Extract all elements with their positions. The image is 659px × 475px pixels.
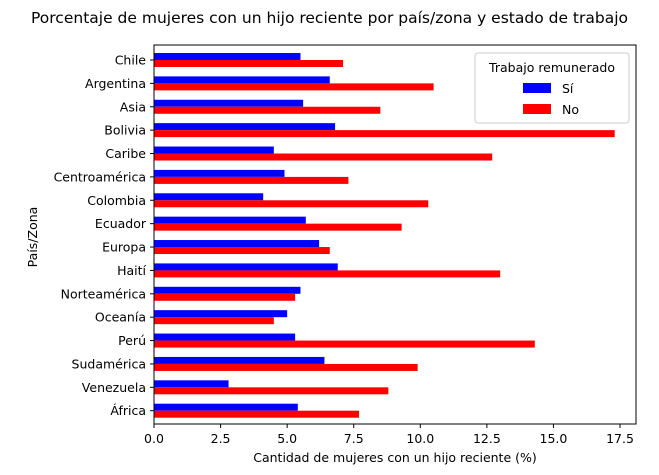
x-tick-label: 7.5 xyxy=(344,431,364,446)
bar-centroamerica-no xyxy=(154,176,349,184)
y-tick-label-asia: Asia xyxy=(120,99,146,114)
bar-caribe-no xyxy=(154,153,493,161)
x-tick-label: 5.0 xyxy=(277,431,297,446)
legend-swatch-no xyxy=(523,104,551,114)
legend-label-no: No xyxy=(562,102,579,117)
bar-bolivia-si xyxy=(154,123,336,131)
bar-chile-no xyxy=(154,60,344,67)
bar-bolivia-no xyxy=(154,130,615,138)
y-tick-label-ecuador: Ecuador xyxy=(95,216,147,231)
bar-peru-no xyxy=(154,340,535,348)
chart-title: Porcentaje de mujeres con un hijo recien… xyxy=(31,9,628,27)
bar-europa-no xyxy=(154,247,330,255)
bar-ecuador-si xyxy=(154,216,306,224)
y-tick-label-chile: Chile xyxy=(115,53,147,68)
y-tick-label-haiti: Haití xyxy=(117,263,146,278)
x-tick-label: 17.5 xyxy=(606,431,634,446)
legend-label-si: Sí xyxy=(562,81,574,96)
legend-title: Trabajo remunerado xyxy=(488,60,615,75)
bar-haiti-si xyxy=(154,263,338,271)
y-tick-label-venezuela: Venezuela xyxy=(82,380,146,395)
bar-asia-si xyxy=(154,99,304,107)
x-tick-label: 2.5 xyxy=(211,431,231,446)
x-axis-label: Cantidad de mujeres con un hijo reciente… xyxy=(253,450,537,465)
x-tick-label: 10.0 xyxy=(406,431,434,446)
bar-africa-no xyxy=(154,410,360,418)
bar-norteamerica-no xyxy=(154,293,296,301)
x-tick-label: 0.0 xyxy=(144,431,164,446)
bar-centroamerica-si xyxy=(154,169,285,177)
bar-colombia-si xyxy=(154,193,264,201)
bar-sudamerica-si xyxy=(154,356,325,364)
bar-asia-no xyxy=(154,106,381,114)
y-tick-label-norteamerica: Norteamérica xyxy=(61,286,146,301)
bar-venezuela-si xyxy=(154,380,229,388)
bar-peru-si xyxy=(154,333,296,341)
bar-caribe-si xyxy=(154,146,274,154)
x-tick-label: 15.0 xyxy=(540,431,568,446)
legend-swatch-si xyxy=(523,83,551,93)
legend: Trabajo remunerado Sí No xyxy=(474,52,630,124)
bar-norteamerica-si xyxy=(154,286,301,294)
y-tick-label-peru: Perú xyxy=(118,333,146,348)
y-tick-label-europa: Europa xyxy=(102,240,146,255)
bar-africa-si xyxy=(154,403,298,411)
bar-haiti-no xyxy=(154,270,501,278)
bar-europa-si xyxy=(154,240,320,248)
bar-oceania-no xyxy=(154,317,274,325)
bar-venezuela-no xyxy=(154,387,389,395)
y-tick-label-argentina: Argentina xyxy=(85,76,146,91)
bar-ecuador-no xyxy=(154,223,402,231)
plot-area: Chile Argentina Asia Bolivia Caribe Centroamé… xyxy=(54,53,615,418)
y-tick-label-oceania: Oceanía xyxy=(95,310,146,325)
y-tick-label-centroamerica: Centroamérica xyxy=(54,169,146,184)
y-tick-label-bolivia: Bolivia xyxy=(104,123,146,138)
y-tick-label-caribe: Caribe xyxy=(105,146,146,161)
bar-argentina-no xyxy=(154,83,434,91)
bar-sudamerica-no xyxy=(154,363,418,371)
bar-colombia-no xyxy=(154,200,429,208)
bar-argentina-si xyxy=(154,76,330,84)
x-tick-label: 12.5 xyxy=(473,431,501,446)
y-tick-label-africa: África xyxy=(110,403,146,418)
plot-frame xyxy=(153,44,637,425)
y-axis-label: País/Zona xyxy=(25,207,40,268)
bar-oceania-si xyxy=(154,310,288,318)
y-tick-label-colombia: Colombia xyxy=(87,193,146,208)
legend-frame xyxy=(474,52,630,124)
bar-chile-si xyxy=(154,53,301,60)
y-tick-label-sudamerica: Sudamérica xyxy=(72,356,146,371)
